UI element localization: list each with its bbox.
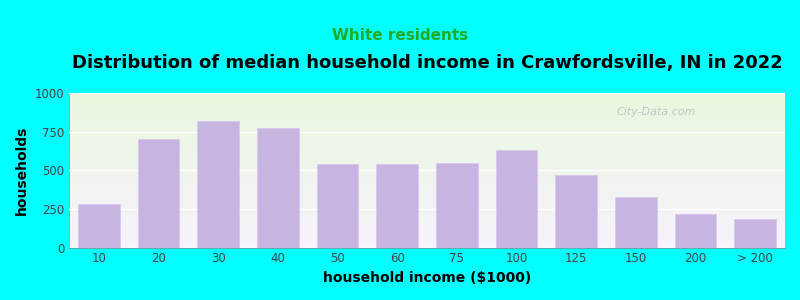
Bar bbox=[436, 163, 478, 248]
X-axis label: household income ($1000): household income ($1000) bbox=[323, 271, 531, 285]
Bar bbox=[78, 203, 120, 247]
Bar bbox=[257, 128, 298, 248]
Bar bbox=[138, 140, 179, 248]
Bar bbox=[496, 150, 538, 248]
Y-axis label: households: households bbox=[15, 126, 29, 215]
Bar bbox=[555, 175, 597, 247]
Text: White residents: White residents bbox=[332, 28, 468, 44]
Bar bbox=[317, 164, 358, 248]
Bar bbox=[376, 164, 418, 248]
Bar bbox=[674, 214, 716, 248]
Bar bbox=[615, 196, 657, 247]
Bar bbox=[198, 121, 239, 248]
Title: Distribution of median household income in Crawfordsville, IN in 2022: Distribution of median household income … bbox=[72, 54, 782, 72]
Bar bbox=[734, 219, 776, 248]
Text: City-Data.com: City-Data.com bbox=[616, 106, 696, 116]
